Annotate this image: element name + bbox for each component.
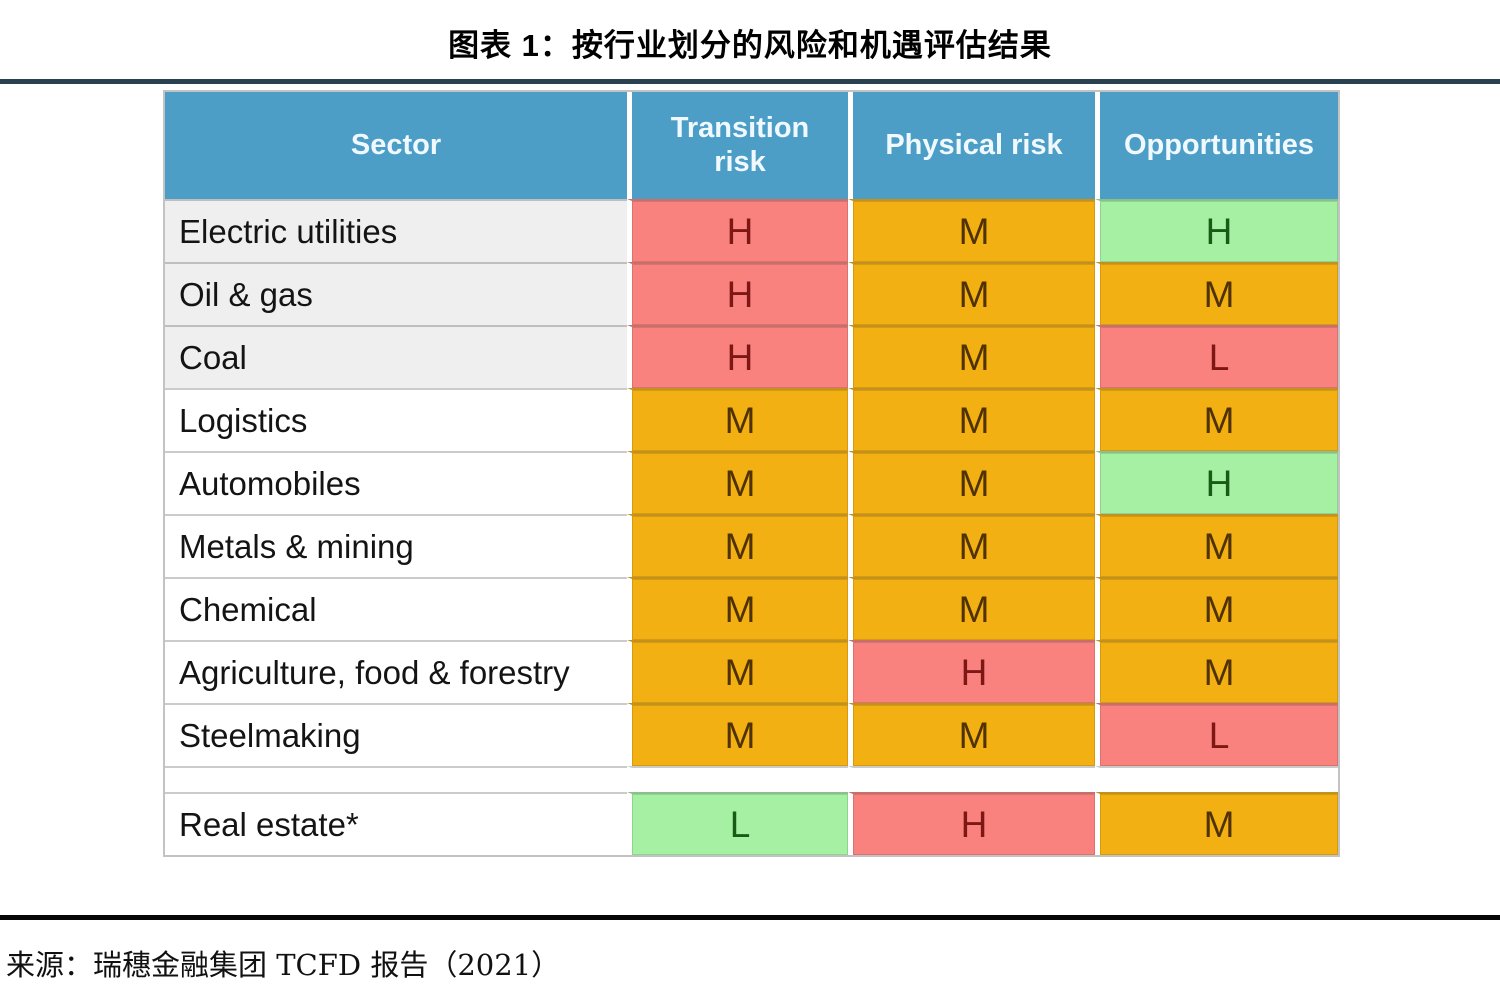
rating-cell: H: [848, 640, 1095, 703]
rating-cell: M: [848, 451, 1095, 514]
figure-title: 图表 1：按行业划分的风险和机遇评估结果: [448, 28, 1052, 63]
footer-divider-rule: [0, 915, 1500, 920]
rating-cell: M: [1095, 792, 1338, 855]
rating-cell: H: [848, 792, 1095, 855]
spacer-cell: [627, 766, 848, 792]
rating-cell: M: [627, 703, 848, 766]
table-row: Metals & mining M M M: [165, 514, 1338, 577]
sector-cell: Coal: [165, 325, 627, 388]
rating-cell: M: [1095, 514, 1338, 577]
sector-cell: Metals & mining: [165, 514, 627, 577]
rating-cell: H: [1095, 199, 1338, 262]
sector-cell: Steelmaking: [165, 703, 627, 766]
table-row: Automobiles M M H: [165, 451, 1338, 514]
sector-cell: Real estate*: [165, 792, 627, 855]
table-row: Chemical M M M: [165, 577, 1338, 640]
spacer-cell: [165, 766, 627, 792]
rating-cell: L: [627, 792, 848, 855]
header-cell-opportunities: Opportunities: [1095, 92, 1338, 199]
rating-cell: M: [848, 703, 1095, 766]
rating-cell: H: [1095, 451, 1338, 514]
sector-cell: Electric utilities: [165, 199, 627, 262]
source-caption: 来源：瑞穗金融集团 TCFD 报告（2021）: [6, 948, 561, 982]
rating-cell: L: [1095, 703, 1338, 766]
rating-cell: M: [848, 577, 1095, 640]
table-row: Agriculture, food & forestry M H M: [165, 640, 1338, 703]
table-row: Electric utilities H M H: [165, 199, 1338, 262]
header-cell-transition-risk: Transition risk: [627, 92, 848, 199]
table-row: Real estate* L H M: [165, 792, 1338, 855]
header-cell-sector: Sector: [165, 92, 627, 199]
title-divider-rule: [0, 79, 1500, 84]
sector-cell: Automobiles: [165, 451, 627, 514]
spacer-cell: [848, 766, 1095, 792]
table-row: Logistics M M M: [165, 388, 1338, 451]
rating-cell: L: [1095, 325, 1338, 388]
rating-cell: H: [627, 199, 848, 262]
spacer-row: [165, 766, 1338, 792]
rating-cell: H: [627, 325, 848, 388]
rating-cell: M: [1095, 640, 1338, 703]
sector-cell: Chemical: [165, 577, 627, 640]
rating-cell: M: [848, 325, 1095, 388]
rating-cell: M: [848, 388, 1095, 451]
rating-cell: M: [627, 514, 848, 577]
table-header-row: Sector Transition risk Physical risk Opp…: [165, 92, 1338, 199]
rating-cell: M: [627, 640, 848, 703]
rating-cell: M: [848, 262, 1095, 325]
spacer-cell: [1095, 766, 1338, 792]
rating-cell: M: [627, 388, 848, 451]
rating-cell: M: [627, 577, 848, 640]
header-cell-physical-risk: Physical risk: [848, 92, 1095, 199]
rating-cell: H: [627, 262, 848, 325]
rating-cell: M: [848, 514, 1095, 577]
sector-risk-table: Sector Transition risk Physical risk Opp…: [163, 90, 1340, 857]
sector-cell: Logistics: [165, 388, 627, 451]
rating-cell: M: [1095, 577, 1338, 640]
table-row: Steelmaking M M L: [165, 703, 1338, 766]
table-row: Coal H M L: [165, 325, 1338, 388]
table-row: Oil & gas H M M: [165, 262, 1338, 325]
sector-cell: Agriculture, food & forestry: [165, 640, 627, 703]
rating-cell: M: [848, 199, 1095, 262]
rating-cell: M: [1095, 262, 1338, 325]
rating-cell: M: [627, 451, 848, 514]
rating-cell: M: [1095, 388, 1338, 451]
sector-table-body: Electric utilities H M H Oil & gas H M M Coal H M L…: [165, 199, 1338, 855]
sector-cell: Oil & gas: [165, 262, 627, 325]
